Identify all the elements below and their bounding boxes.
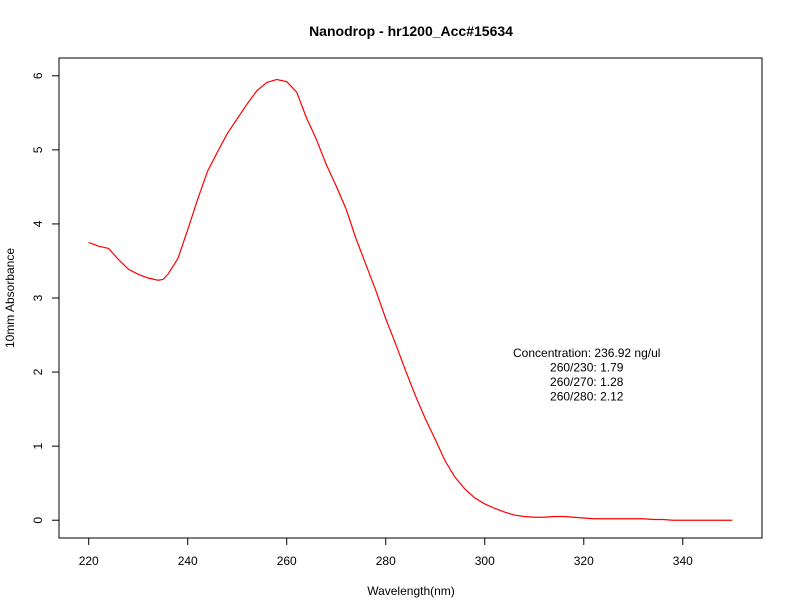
annotation-line: 260/270: 1.28 — [550, 375, 624, 389]
x-tick-label: 340 — [673, 554, 693, 568]
annotation-line: 260/280: 2.12 — [550, 390, 624, 404]
y-tick-label: 6 — [31, 72, 45, 79]
x-tick-label: 280 — [376, 554, 396, 568]
y-tick-label: 2 — [31, 368, 45, 375]
x-tick-label: 240 — [178, 554, 198, 568]
x-tick-label: 260 — [277, 554, 297, 568]
x-tick-label: 320 — [574, 554, 594, 568]
y-axis: 0 1 2 3 4 5 6 — [31, 72, 59, 524]
y-tick-label: 5 — [31, 146, 45, 153]
absorbance-series-line — [88, 78, 733, 521]
x-tick-label: 220 — [79, 554, 99, 568]
y-tick-label: 0 — [31, 517, 45, 524]
x-tick-label: 300 — [475, 554, 495, 568]
chart-title: Nanodrop - hr1200_Acc#15634 — [309, 23, 513, 39]
annotation-line: Concentration: 236.92 ng/ul — [513, 346, 660, 360]
x-axis-label: Wavelength(nm) — [367, 584, 455, 598]
y-tick-label: 1 — [31, 442, 45, 449]
y-axis-label: 10mm Absorbance — [3, 248, 17, 348]
x-axis: 220 240 260 280 300 320 340 — [79, 538, 693, 568]
y-tick-label: 3 — [31, 294, 45, 301]
annotation-line: 260/230: 1.79 — [550, 361, 624, 375]
y-tick-label: 4 — [31, 220, 45, 227]
plot-frame — [58, 57, 763, 539]
